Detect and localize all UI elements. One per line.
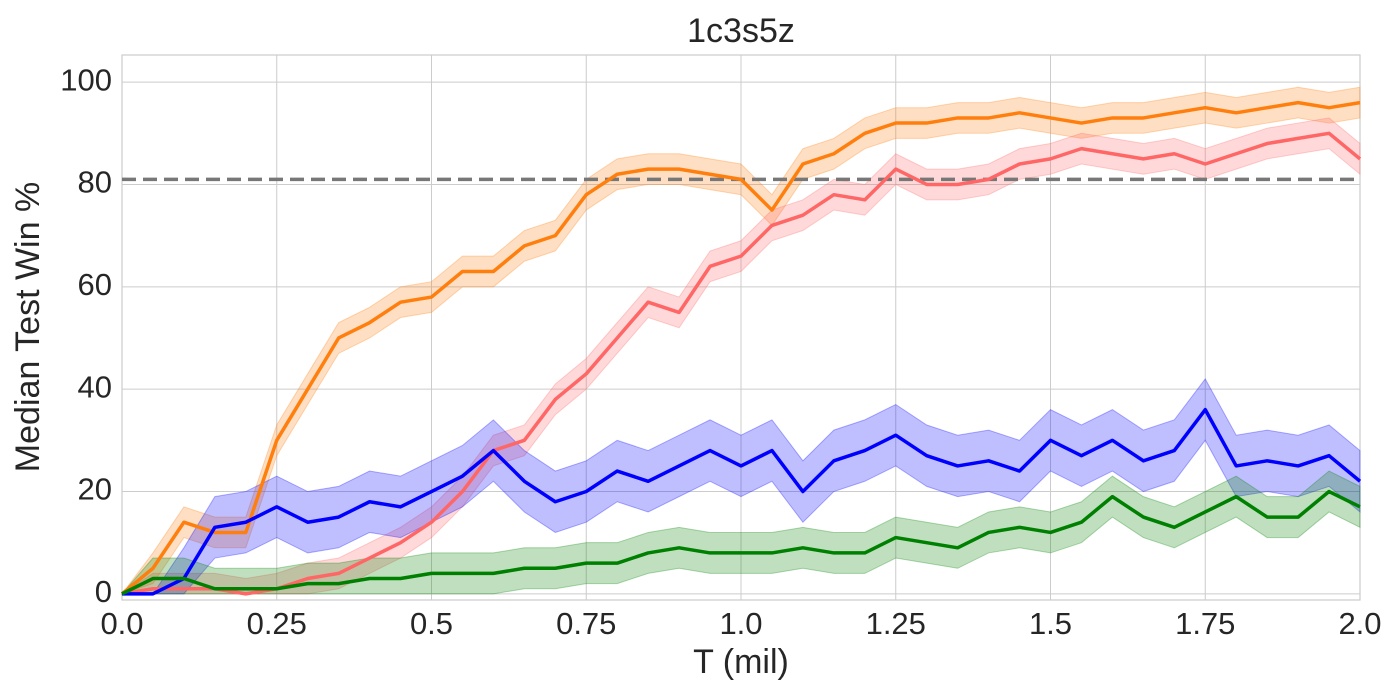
y-tick-label: 40 — [78, 369, 112, 404]
x-tick-label: 2.0 — [1338, 606, 1381, 641]
series-line — [122, 407, 1362, 596]
series-line — [120, 100, 1361, 596]
x-tick-label: 0.0 — [100, 606, 143, 641]
confidence-band — [120, 117, 1361, 595]
x-tick-label: 0.25 — [247, 606, 307, 641]
y-tick-label: 100 — [60, 62, 112, 97]
plot-frame — [121, 54, 1361, 601]
y-axis-label: Median Test Win % — [9, 182, 47, 472]
x-tick-label: 1.0 — [719, 606, 762, 641]
x-tick-label: 0.5 — [410, 606, 453, 641]
x-tick-label: 1.5 — [1029, 606, 1072, 641]
y-tick-label: 80 — [78, 165, 112, 200]
y-tick-label: 0 — [95, 574, 112, 609]
x-tick-label: 1.25 — [866, 606, 926, 641]
x-tick-label: 0.75 — [556, 606, 616, 641]
chart-title: 1c3s5z — [687, 12, 795, 50]
y-tick-label: 20 — [78, 472, 112, 507]
x-tick-label: 1.75 — [1175, 606, 1235, 641]
y-tick-label: 60 — [78, 267, 112, 302]
series-line — [121, 489, 1361, 596]
x-axis-label: T (mil) — [693, 643, 789, 681]
series-line — [121, 131, 1362, 596]
